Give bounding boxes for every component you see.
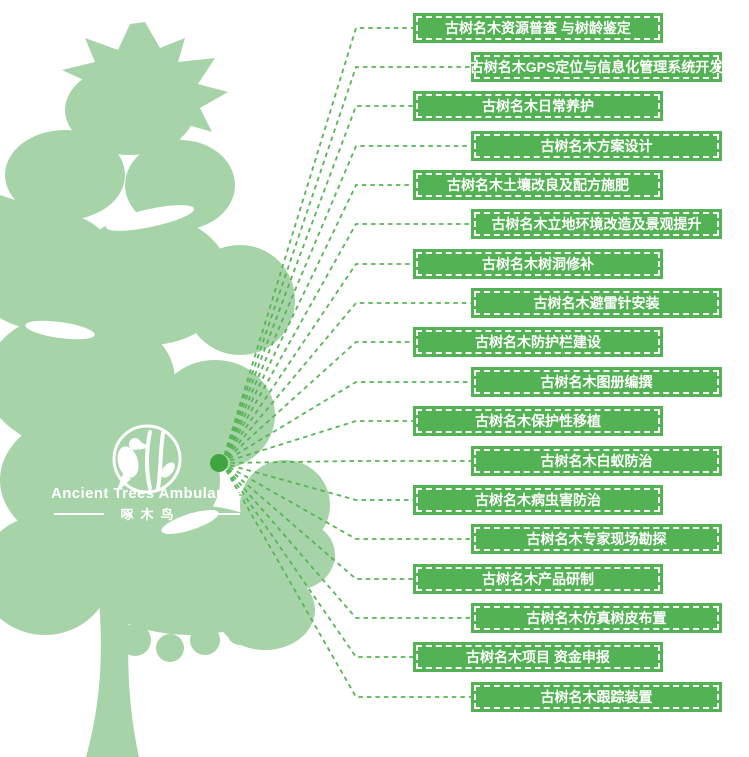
banner-dashed-border bbox=[416, 488, 660, 512]
service-label: 古树名木日常养护 bbox=[482, 98, 594, 114]
subtitle-rule-left bbox=[54, 512, 105, 515]
service-label: 古树名木树洞修补 bbox=[482, 256, 594, 272]
service-banner: 古树名木树洞修补 bbox=[413, 249, 663, 279]
banner-dashed-border bbox=[474, 449, 719, 473]
service-banner: 古树名木图册编撰 bbox=[471, 367, 722, 397]
banner-dashed-border bbox=[416, 173, 660, 197]
service-label: 古树名木专家现场勘探 bbox=[526, 531, 667, 547]
service-banner: 古树名木白蚁防治 bbox=[471, 446, 722, 476]
banner-dashed-border bbox=[416, 330, 660, 354]
banner-dashed-border bbox=[474, 527, 719, 551]
service-banner: 古树名木项目 资金申报 bbox=[413, 642, 663, 672]
service-label: 古树名木项目 资金申报 bbox=[466, 649, 610, 665]
service-banner: 古树名木专家现场勘探 bbox=[471, 524, 722, 554]
service-banner: 古树名木日常养护 bbox=[413, 91, 663, 121]
banner-dashed-border bbox=[474, 55, 719, 79]
service-label: 古树名木病虫害防治 bbox=[475, 492, 601, 508]
service-label: 古树名木避雷针安装 bbox=[533, 295, 660, 311]
logo-subtitle: 啄木鸟 bbox=[120, 507, 181, 522]
service-banner: 古树名木避雷针安装 bbox=[471, 288, 722, 318]
service-banner: 古树名木病虫害防治 bbox=[413, 485, 663, 515]
service-banner: 古树名木保护性移植 bbox=[413, 406, 663, 436]
connector-lines bbox=[221, 27, 471, 698]
banner-dashed-border bbox=[416, 645, 660, 669]
service-label: 古树名木立地环境改造及景观提升 bbox=[491, 216, 702, 232]
service-label: 古树名木防护栏建设 bbox=[475, 334, 601, 350]
banner-dashed-border bbox=[474, 685, 719, 709]
banner-dashed-border bbox=[416, 409, 660, 433]
service-label: 古树名木GPS定位与信息化管理系统开发 bbox=[469, 59, 724, 75]
banner-dashed-border bbox=[416, 16, 660, 40]
banner-dashed-border bbox=[416, 94, 660, 118]
service-banner: 古树名木GPS定位与信息化管理系统开发 bbox=[469, 52, 724, 82]
canopy-gaps bbox=[25, 205, 219, 534]
service-banner: 古树名木方案设计 bbox=[471, 131, 722, 161]
woodpecker-icon bbox=[112, 424, 182, 494]
service-label: 古树名木资源普查 与树龄鉴定 bbox=[445, 20, 631, 36]
service-label: 古树名木跟踪装置 bbox=[540, 689, 653, 705]
service-banner: 古树名木立地环境改造及景观提升 bbox=[471, 209, 722, 239]
service-label: 古树名木仿真树皮布置 bbox=[526, 610, 667, 626]
service-label: 古树名木保护性移植 bbox=[475, 413, 601, 429]
tree-silhouette bbox=[0, 22, 335, 757]
service-label: 古树名木土壤改良及配方施肥 bbox=[447, 177, 629, 193]
service-banner: 古树名木仿真树皮布置 bbox=[471, 603, 722, 633]
service-banner: 古树名木产品研制 bbox=[413, 564, 663, 594]
subtitle-rule-right bbox=[189, 512, 240, 515]
service-banner: 古树名木跟踪装置 bbox=[471, 682, 722, 712]
banner-dashed-border bbox=[474, 291, 719, 315]
banner-dashed-border bbox=[474, 370, 719, 394]
service-label: 古树名木白蚁防治 bbox=[540, 453, 653, 469]
banner-dashed-border bbox=[474, 212, 719, 236]
banner-dashed-border bbox=[474, 606, 719, 630]
service-label: 古树名木图册编撰 bbox=[540, 374, 653, 390]
service-banner: 古树名木防护栏建设 bbox=[413, 327, 663, 357]
logo-title: Ancient Trees Ambulance bbox=[50, 485, 244, 502]
hub-dot bbox=[210, 454, 228, 472]
banner-dashed-border bbox=[474, 134, 719, 158]
logo-subtitle-row: 啄木鸟 bbox=[27, 504, 267, 523]
service-label: 古树名木产品研制 bbox=[482, 571, 594, 587]
banner-dashed-border bbox=[416, 252, 660, 276]
service-banner: 古树名木资源普查 与树龄鉴定 bbox=[413, 13, 663, 43]
service-label: 古树名木方案设计 bbox=[540, 138, 653, 154]
service-banner: 古树名木土壤改良及配方施肥 bbox=[413, 170, 663, 200]
banner-dashed-border bbox=[416, 567, 660, 591]
